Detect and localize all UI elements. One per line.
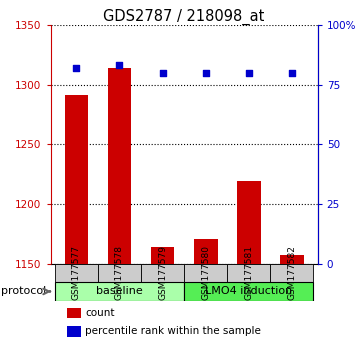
Bar: [237, 181, 261, 264]
Text: baseline: baseline: [96, 286, 143, 296]
Bar: [66, 308, 81, 318]
Text: LMO4 induction: LMO4 induction: [205, 286, 292, 296]
Bar: [55, 264, 98, 282]
Text: GSM177581: GSM177581: [244, 245, 253, 301]
Point: [160, 70, 165, 75]
Text: GSM177580: GSM177580: [201, 245, 210, 301]
Bar: [65, 95, 88, 264]
Text: count: count: [85, 308, 115, 318]
Bar: [280, 255, 304, 264]
Text: GSM177579: GSM177579: [158, 245, 167, 301]
Bar: [184, 264, 227, 282]
Title: GDS2787 / 218098_at: GDS2787 / 218098_at: [103, 8, 265, 25]
Bar: [151, 247, 174, 264]
Point: [246, 70, 252, 75]
Point: [289, 70, 295, 75]
Text: GSM177582: GSM177582: [287, 246, 296, 301]
Bar: [270, 264, 313, 282]
Text: protocol: protocol: [1, 286, 46, 296]
Bar: [227, 264, 270, 282]
Bar: [194, 239, 218, 264]
Text: GSM177577: GSM177577: [72, 245, 81, 301]
Point: [74, 65, 79, 70]
Bar: [141, 264, 184, 282]
Bar: [55, 282, 184, 301]
Point: [117, 63, 122, 68]
Bar: [108, 68, 131, 264]
Bar: [184, 282, 313, 301]
Text: percentile rank within the sample: percentile rank within the sample: [85, 326, 261, 336]
Text: GSM177578: GSM177578: [115, 245, 124, 301]
Bar: [98, 264, 141, 282]
Point: [203, 70, 209, 75]
Bar: [66, 326, 81, 337]
